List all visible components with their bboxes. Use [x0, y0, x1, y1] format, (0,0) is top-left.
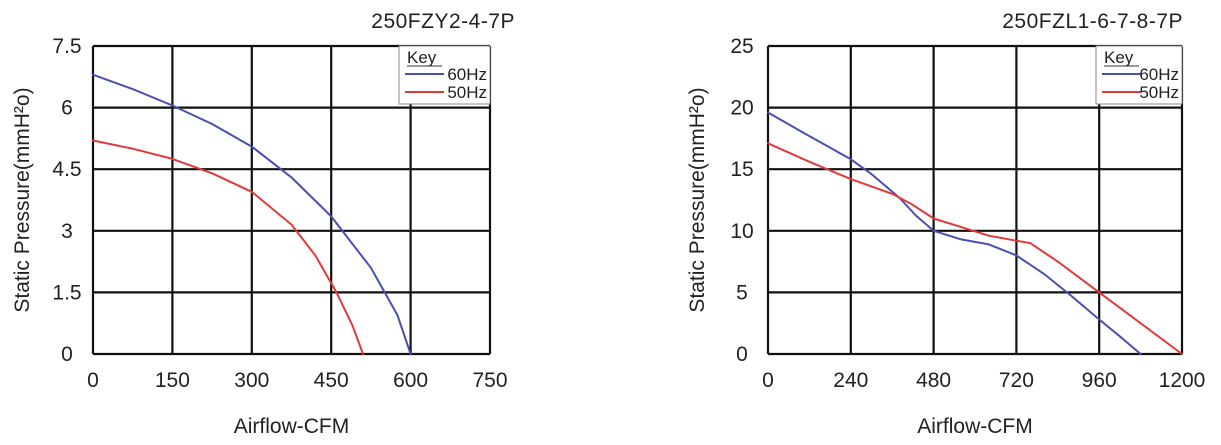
chart-right-svg: 0 240 480 720 960 1200 0 5 10 15 20 25 250FZL1-6-7-8… [686, 10, 1206, 438]
chart-left: 0 150 300 450 600 750 0 1.5 3 4.5 6 7.5 250FZY2-4-7P… [0, 0, 600, 445]
c0-y-tick-label: 1.5 [52, 281, 81, 304]
c0-chart-title: 250FZY2-4-7P [371, 10, 515, 33]
c0-legend-label-50Hz: 50Hz [447, 83, 487, 102]
c1-y-tick-label: 5 [736, 281, 748, 304]
c1-y-axis-title: Static Pressure(mmH²o) [686, 87, 709, 312]
c1-y-tick-label: 10 [730, 220, 753, 243]
chart-right: 0 240 480 720 960 1200 0 5 10 15 20 25 250FZL1-6-7-8… [610, 0, 1221, 445]
c1-x-axis-title: Airflow-CFM [917, 415, 1033, 438]
c1-x-tick-label: 960 [1082, 369, 1117, 392]
c1-x-tick-label: 720 [999, 369, 1034, 392]
c0-y-tick-label: 3 [61, 220, 73, 243]
c1-y-tick-label: 20 [730, 97, 753, 120]
c1-x-tick-label: 1200 [1159, 369, 1206, 392]
c0-legend-label-60Hz: 60Hz [447, 65, 487, 84]
c1-y-tick-label: 25 [730, 35, 753, 58]
c1-legend-label-60Hz: 60Hz [1139, 65, 1179, 84]
c0-y-tick-label: 4.5 [52, 158, 81, 181]
c0-x-tick-label: 750 [472, 369, 507, 392]
c0-x-tick-label: 0 [87, 369, 99, 392]
c1-x-tick-label: 240 [833, 369, 868, 392]
c0-x-tick-label: 450 [314, 369, 349, 392]
c0-y-axis-title: Static Pressure(mmH²o) [11, 87, 34, 312]
c0-x-tick-label: 300 [234, 369, 269, 392]
c1-x-tick-label: 480 [916, 369, 951, 392]
c1-y-tick-label: 0 [736, 343, 748, 366]
c0-y-tick-label: 7.5 [52, 35, 81, 58]
c1-series-line-50Hz [767, 142, 1183, 355]
c0-x-tick-label: 150 [155, 369, 190, 392]
c1-series-line-60Hz [767, 111, 1142, 355]
chart-left-svg: 0 150 300 450 600 750 0 1.5 3 4.5 6 7.5 250FZY2-4-7P… [11, 10, 515, 438]
c0-y-tick-label: 6 [61, 97, 73, 120]
c0-series-line-50Hz [92, 139, 364, 355]
c0-x-tick-label: 600 [393, 369, 428, 392]
c1-legend-label-50Hz: 50Hz [1139, 83, 1179, 102]
c0-y-tick-label: 0 [61, 343, 73, 366]
c0-x-axis-title: Airflow-CFM [234, 415, 350, 438]
c1-x-tick-label: 0 [762, 369, 774, 392]
c1-y-tick-label: 15 [730, 158, 753, 181]
c1-legend-title: Key [1104, 48, 1134, 67]
c0-series-line-60Hz [92, 73, 412, 355]
c1-chart-title: 250FZL1-6-7-8-7P [1002, 10, 1183, 33]
c0-legend-title: Key [407, 48, 437, 67]
